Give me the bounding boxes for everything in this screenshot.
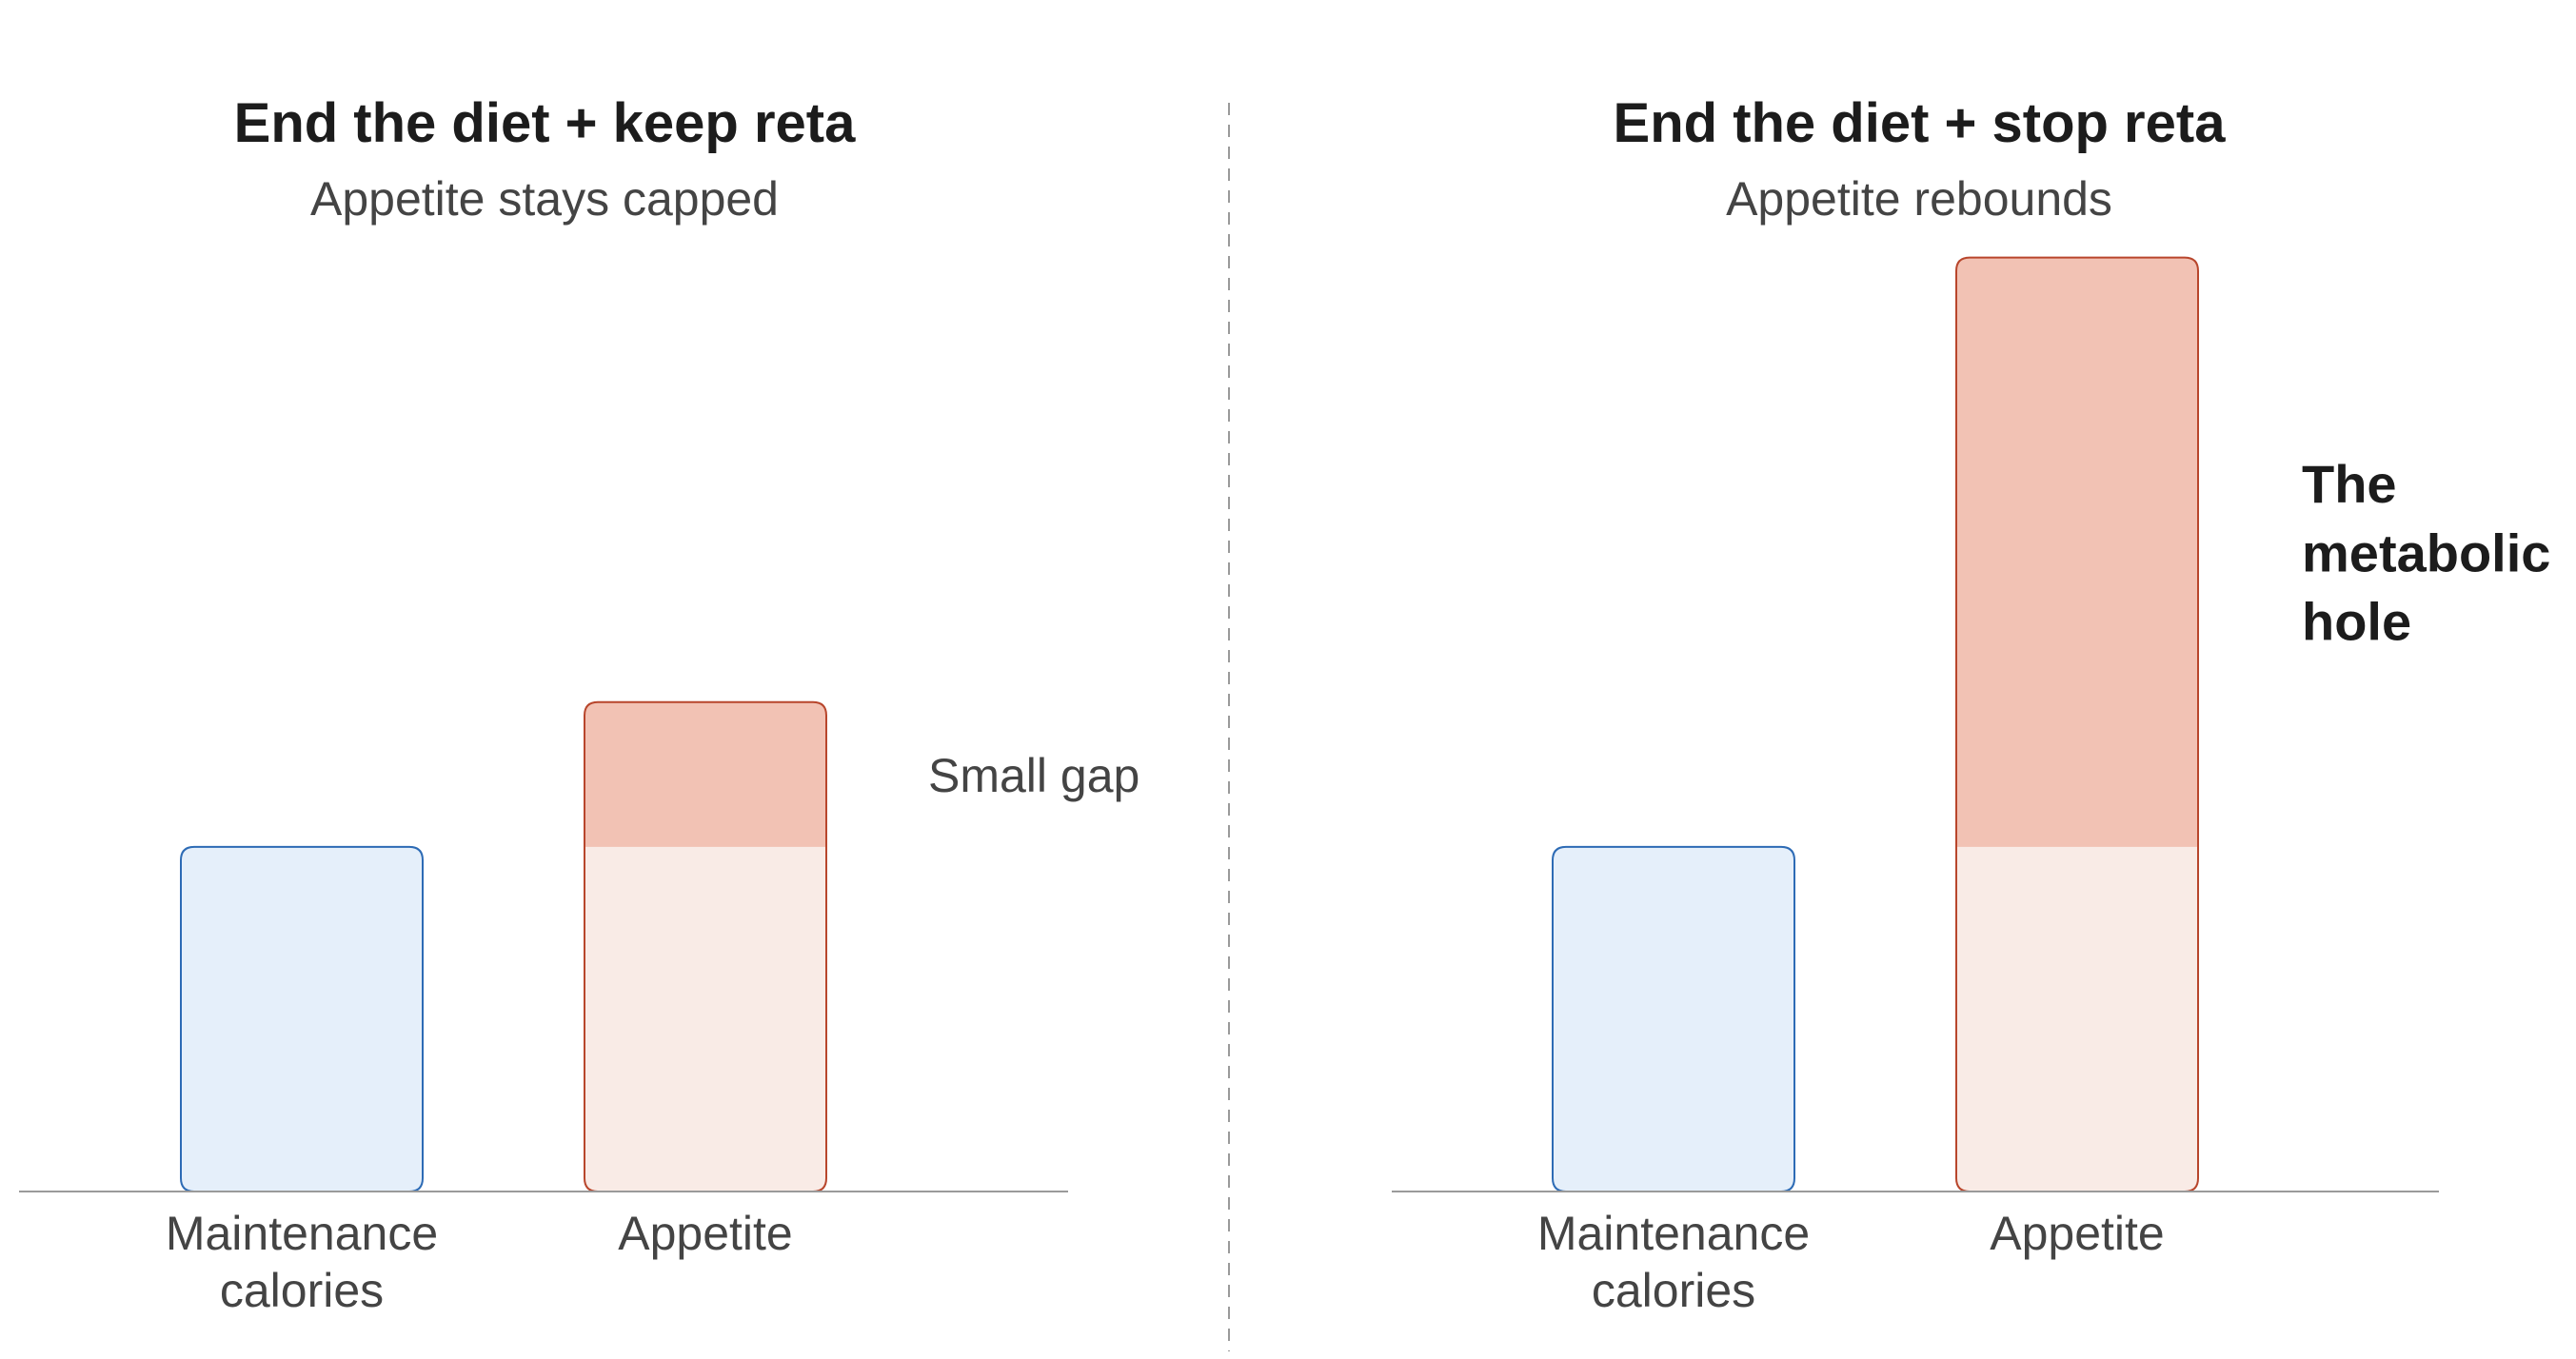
appetite-bar-gap (585, 701, 826, 847)
maintenance-category-label: calories (220, 1264, 384, 1317)
gap-annotation: metabolic (2302, 522, 2550, 582)
right-panel-title: End the diet + stop reta (1613, 92, 2226, 154)
maintenance-bar (1552, 845, 1795, 1192)
appetite-bar-gap (1956, 257, 2198, 847)
gap-annotation: The (2302, 454, 2397, 514)
appetite-category-label: Appetite (1990, 1207, 2164, 1260)
maintenance-category-label: Maintenance (166, 1207, 438, 1260)
gap-annotation: hole (2302, 592, 2411, 652)
maintenance-category-label: Maintenance (1537, 1207, 1810, 1260)
left-panel-subtitle: Appetite stays capped (310, 172, 779, 226)
maintenance-category-label: calories (1592, 1264, 1755, 1317)
left-panel-title: End the diet + keep reta (233, 92, 856, 154)
appetite-category-label: Appetite (618, 1207, 792, 1260)
right-panel-subtitle: Appetite rebounds (1726, 172, 2112, 226)
maintenance-bar (180, 845, 424, 1192)
gap-annotation: Small gap (928, 749, 1139, 802)
